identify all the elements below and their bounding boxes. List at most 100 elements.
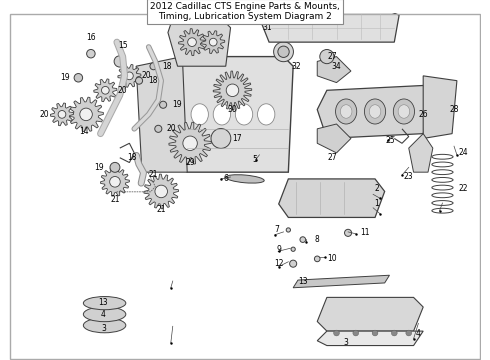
Circle shape — [344, 229, 352, 237]
Text: 20: 20 — [118, 86, 127, 95]
Ellipse shape — [213, 104, 231, 125]
Ellipse shape — [235, 104, 253, 125]
Circle shape — [87, 49, 95, 58]
Ellipse shape — [258, 104, 275, 125]
Polygon shape — [423, 76, 457, 139]
Circle shape — [353, 330, 359, 336]
Circle shape — [273, 42, 294, 62]
Text: 21: 21 — [148, 170, 158, 179]
Text: 2: 2 — [374, 184, 379, 193]
Text: 8: 8 — [315, 235, 319, 244]
Text: 17: 17 — [232, 134, 242, 143]
Ellipse shape — [365, 99, 386, 124]
Text: 9: 9 — [276, 245, 281, 254]
Polygon shape — [50, 103, 74, 126]
Circle shape — [58, 111, 66, 118]
Text: 13: 13 — [98, 298, 108, 307]
Circle shape — [334, 330, 340, 336]
Ellipse shape — [226, 175, 264, 183]
Circle shape — [183, 136, 197, 150]
Text: 19: 19 — [60, 73, 70, 82]
Text: 5: 5 — [252, 155, 257, 164]
Polygon shape — [118, 64, 141, 87]
Polygon shape — [213, 71, 252, 109]
Text: 19: 19 — [172, 100, 181, 109]
Text: 20: 20 — [167, 124, 176, 133]
Text: 18: 18 — [162, 62, 171, 71]
Text: 27: 27 — [328, 153, 338, 162]
Polygon shape — [178, 29, 205, 56]
Text: 3: 3 — [101, 324, 106, 333]
Polygon shape — [317, 85, 433, 139]
Text: 26: 26 — [418, 110, 428, 119]
Polygon shape — [293, 275, 390, 288]
Polygon shape — [94, 79, 117, 102]
Circle shape — [406, 330, 412, 336]
Ellipse shape — [336, 99, 357, 124]
Polygon shape — [279, 179, 385, 217]
Polygon shape — [169, 122, 211, 165]
Polygon shape — [317, 124, 351, 153]
Circle shape — [155, 185, 168, 198]
Text: 6: 6 — [223, 174, 228, 183]
Ellipse shape — [191, 104, 208, 125]
Polygon shape — [168, 18, 231, 66]
Text: 21: 21 — [110, 195, 120, 204]
Text: 18: 18 — [148, 76, 157, 85]
Text: 13: 13 — [298, 276, 308, 285]
Text: 14: 14 — [79, 127, 89, 136]
Polygon shape — [100, 167, 129, 196]
Text: 1: 1 — [374, 199, 379, 208]
Text: 22: 22 — [459, 184, 468, 193]
Circle shape — [74, 73, 83, 82]
Circle shape — [110, 176, 120, 187]
Text: 15: 15 — [118, 41, 127, 50]
Text: 18: 18 — [127, 153, 137, 162]
Text: 11: 11 — [361, 228, 370, 237]
Text: 19: 19 — [94, 163, 103, 172]
Circle shape — [125, 72, 133, 80]
Text: 4: 4 — [416, 329, 421, 338]
Ellipse shape — [83, 307, 126, 322]
Circle shape — [291, 247, 295, 251]
Polygon shape — [144, 174, 178, 209]
Text: 10: 10 — [327, 255, 337, 264]
Text: 3: 3 — [343, 338, 348, 347]
Text: 21: 21 — [156, 205, 166, 214]
Polygon shape — [317, 297, 423, 331]
Ellipse shape — [341, 105, 352, 118]
Circle shape — [290, 260, 297, 267]
Polygon shape — [69, 97, 103, 132]
Polygon shape — [409, 134, 433, 172]
Polygon shape — [136, 57, 187, 172]
Text: 23: 23 — [404, 172, 414, 181]
Circle shape — [150, 63, 157, 70]
Text: 33: 33 — [194, 11, 204, 20]
Circle shape — [226, 84, 239, 96]
Circle shape — [392, 330, 397, 336]
Polygon shape — [317, 331, 423, 346]
Text: 16: 16 — [86, 33, 96, 42]
Circle shape — [136, 77, 143, 84]
Circle shape — [320, 50, 334, 64]
Circle shape — [110, 162, 120, 172]
Circle shape — [264, 156, 270, 163]
Text: 29: 29 — [185, 158, 195, 167]
Text: 24: 24 — [459, 148, 468, 157]
Text: 20: 20 — [142, 71, 151, 80]
Circle shape — [101, 86, 109, 94]
Polygon shape — [177, 57, 293, 172]
Circle shape — [114, 56, 125, 67]
Text: 28: 28 — [449, 105, 459, 114]
Circle shape — [286, 228, 291, 232]
Ellipse shape — [83, 297, 126, 310]
Ellipse shape — [83, 318, 126, 333]
Text: 12: 12 — [274, 259, 283, 268]
Text: 2012 Cadillac CTS Engine Parts & Mounts,
Timing, Lubrication System Diagram 2: 2012 Cadillac CTS Engine Parts & Mounts,… — [150, 1, 340, 21]
Text: 20: 20 — [40, 110, 49, 119]
Polygon shape — [259, 11, 399, 42]
Text: 31: 31 — [262, 23, 272, 32]
Text: 34: 34 — [332, 62, 342, 71]
Text: 25: 25 — [386, 136, 395, 145]
Text: 30: 30 — [227, 105, 237, 114]
